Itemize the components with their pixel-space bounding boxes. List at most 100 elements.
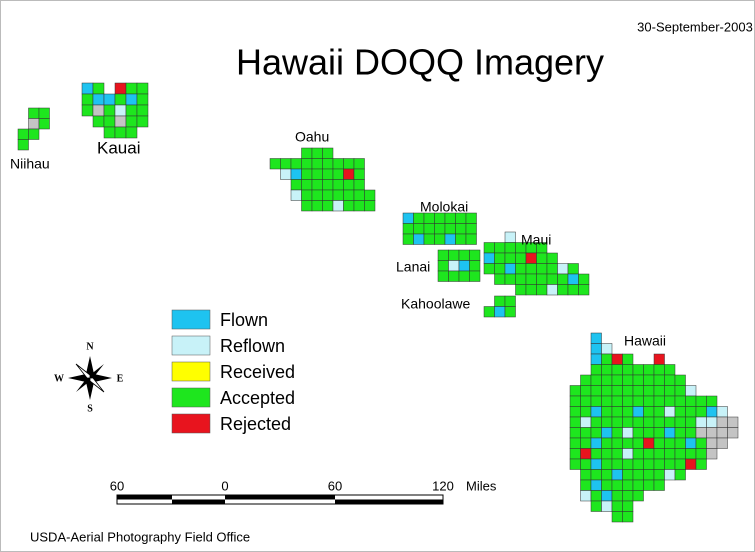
tile <box>601 406 613 418</box>
tile <box>402 233 414 245</box>
tile <box>601 343 613 355</box>
tile <box>706 427 718 439</box>
tile <box>364 200 376 212</box>
tile <box>448 270 460 282</box>
scale-label: 60 <box>328 478 342 493</box>
tile <box>590 332 602 344</box>
tile <box>590 395 602 407</box>
tile <box>611 511 623 523</box>
tile <box>353 168 365 180</box>
tile <box>28 118 40 130</box>
scale-segment <box>117 495 172 500</box>
tile <box>557 263 569 275</box>
tile <box>494 273 506 285</box>
footer: USDA-Aerial Photography Field Office <box>30 529 250 544</box>
tile <box>567 273 579 285</box>
tile <box>580 448 592 460</box>
tile <box>536 252 548 264</box>
tile <box>590 353 602 365</box>
tile <box>114 104 127 117</box>
tile <box>580 427 592 439</box>
tile <box>136 93 149 106</box>
tile <box>546 252 558 264</box>
tile <box>546 273 558 285</box>
tile <box>632 385 644 397</box>
scale-bar: 60 0 60 120 Miles <box>110 478 497 505</box>
tile <box>601 458 613 470</box>
tile <box>685 406 697 418</box>
tile <box>458 270 470 282</box>
tile <box>290 179 302 191</box>
tile <box>590 364 602 376</box>
tile <box>706 416 718 428</box>
tile <box>504 273 516 285</box>
scale-label: 60 <box>110 478 124 493</box>
island-label: Kahoolawe <box>401 296 470 312</box>
tile <box>590 469 602 481</box>
tile <box>525 284 537 296</box>
tile <box>611 427 623 439</box>
tile <box>311 168 323 180</box>
tile <box>643 479 655 491</box>
legend-label: Rejected <box>220 414 291 434</box>
tile <box>695 448 707 460</box>
island-label: Lanai <box>396 259 430 275</box>
tile <box>695 437 707 449</box>
compass: N S E W <box>54 341 124 414</box>
tile <box>81 104 94 117</box>
tile <box>653 458 665 470</box>
island-label: Hawaii <box>624 333 666 349</box>
tile <box>525 273 537 285</box>
tile <box>706 395 718 407</box>
tile <box>353 158 365 170</box>
tile <box>622 479 634 491</box>
tile <box>643 469 655 481</box>
tile <box>643 374 655 386</box>
scale-segment <box>335 499 443 504</box>
tile <box>437 270 449 282</box>
tile <box>17 128 29 140</box>
compass-star <box>89 377 105 393</box>
tile <box>685 427 697 439</box>
tile <box>483 263 495 275</box>
tile <box>601 469 613 481</box>
tile <box>611 353 623 365</box>
tile <box>114 82 127 95</box>
tile <box>643 437 655 449</box>
tile <box>601 479 613 491</box>
tile <box>103 115 116 128</box>
tile <box>664 416 676 428</box>
tile <box>448 249 460 261</box>
tile <box>437 249 449 261</box>
tile <box>611 437 623 449</box>
tile <box>332 200 344 212</box>
tile <box>622 416 634 428</box>
tile <box>611 374 623 386</box>
tile <box>580 374 592 386</box>
tile <box>590 343 602 355</box>
tile <box>343 158 355 170</box>
tile <box>727 416 739 428</box>
tile <box>632 427 644 439</box>
tile <box>434 233 446 245</box>
tile <box>590 437 602 449</box>
tile <box>569 448 581 460</box>
compass-letter: S <box>87 403 93 414</box>
tile <box>81 82 94 95</box>
tile <box>580 385 592 397</box>
scale-label: 120 <box>432 478 454 493</box>
tile <box>494 263 506 275</box>
tile <box>569 385 581 397</box>
tile <box>114 115 127 128</box>
tile <box>423 233 435 245</box>
tile <box>569 427 581 439</box>
tile <box>611 385 623 397</box>
island-label: Maui <box>521 232 551 248</box>
tile <box>546 263 558 275</box>
tile <box>280 158 292 170</box>
tile <box>632 437 644 449</box>
tile <box>653 353 665 365</box>
tile <box>322 147 334 159</box>
tile <box>448 260 460 272</box>
